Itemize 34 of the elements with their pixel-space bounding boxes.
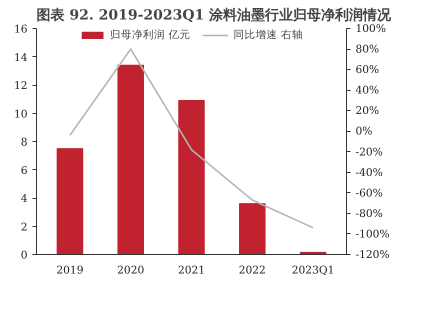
legend-label: 同比增速 右轴 [234,28,303,42]
y-tick-label: 8 [20,136,28,148]
y2-tick-label: -20% [356,145,383,158]
y-tick-label: 4 [20,192,28,205]
x-tick-label: 2019 [56,264,84,276]
y2-tick-label: -120% [356,248,390,261]
bar [117,64,144,254]
y2-tick-label: 100% [356,22,386,35]
y2-tick-label: -40% [356,166,383,179]
y2-tick-label: 80% [356,42,380,56]
legend-label: 归母净利润 亿元 [110,28,190,42]
y-tick-label: 12 [14,79,28,92]
x-tick-label: 2020 [117,264,144,276]
y-tick-label: 10 [14,107,28,120]
y-tick-label: 6 [20,164,28,177]
x-tick-label: 2021 [178,264,206,276]
y2-tick-label: -60% [356,186,383,200]
x-tick-label: 2022 [238,264,266,276]
y2-tick-label: 20% [356,104,380,118]
y-tick-label: 2 [20,220,28,234]
y-tick-label: 0 [20,248,28,262]
y-tick-label: 14 [14,50,28,64]
y2-tick-label: 60% [356,63,380,76]
y2-tick-label: -100% [356,227,390,240]
bar [239,203,266,254]
y2-tick-label: 40% [356,84,380,97]
x-tick-label: 2023Q1 [292,264,334,276]
y-tick-label: 16 [14,22,28,36]
y2-tick-label: 0% [356,124,372,138]
y2-tick-label: -80% [356,206,383,220]
line-series [69,48,314,229]
chart-title: 图表 92. 2019-2023Q1 涂料油墨行业归母净利润情况 [36,6,392,24]
bar [56,148,84,254]
bar [178,100,205,254]
